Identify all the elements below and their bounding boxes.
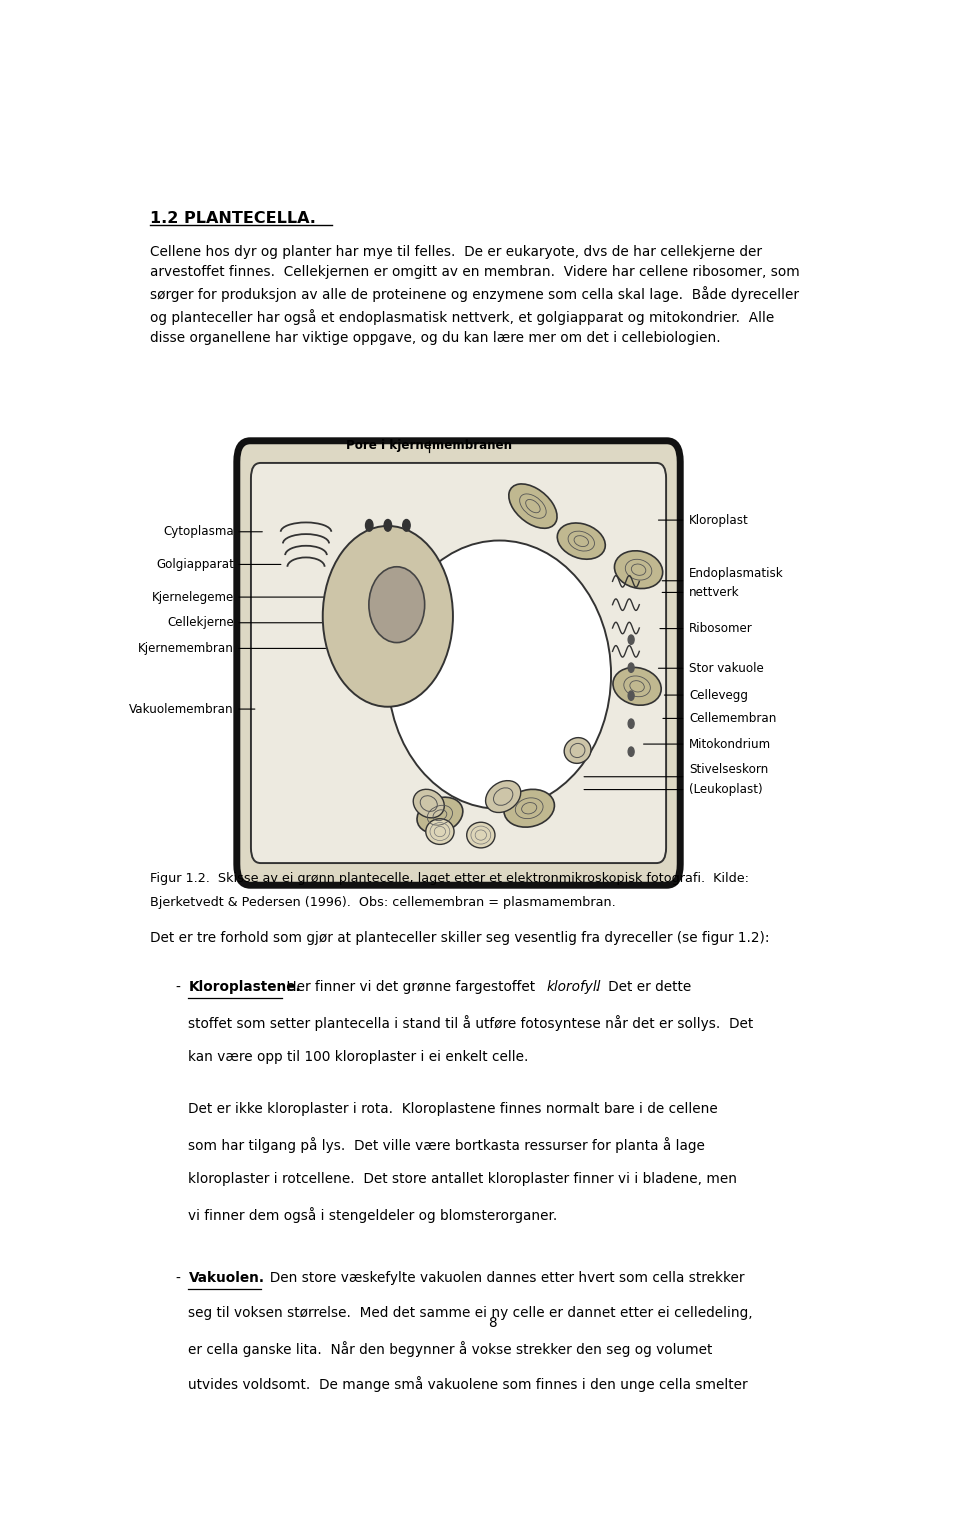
Text: som har tilgang på lys.  Det ville være bortkasta ressurser for planta å lage: som har tilgang på lys. Det ville være b… [188,1138,706,1153]
Ellipse shape [564,738,591,764]
Ellipse shape [509,483,557,529]
Circle shape [628,635,635,644]
Text: utvides voldsomt.  De mange små vakuolene som finnes i den unge cella smelter: utvides voldsomt. De mange små vakuolene… [188,1376,748,1392]
Ellipse shape [613,668,661,704]
Text: 8: 8 [488,1315,496,1330]
FancyBboxPatch shape [237,441,681,885]
Text: Mitokondrium: Mitokondrium [689,738,771,750]
Circle shape [628,747,635,756]
FancyBboxPatch shape [251,464,666,864]
Circle shape [384,520,392,532]
Text: Vakuolemembran: Vakuolemembran [130,703,234,715]
Ellipse shape [323,526,453,706]
Ellipse shape [369,567,424,642]
Text: stoffet som setter plantecella i stand til å utføre fotosyntese når det er solly: stoffet som setter plantecella i stand t… [188,1015,754,1030]
Text: .  Det er dette: . Det er dette [594,980,691,994]
Text: kloroplaster i rotcellene.  Det store antallet kloroplaster finner vi i bladene,: kloroplaster i rotcellene. Det store ant… [188,1173,737,1186]
Circle shape [628,664,635,673]
Text: 1.2 PLANTECELLA.: 1.2 PLANTECELLA. [150,211,316,226]
Ellipse shape [426,818,454,844]
Text: kan være opp til 100 kloroplaster i ei enkelt celle.: kan være opp til 100 kloroplaster i ei e… [188,1050,529,1064]
Text: Figur 1.2.  Skisse av ei grønn plantecelle, laget etter et elektronmikroskopisk : Figur 1.2. Skisse av ei grønn plantecell… [150,873,749,885]
Ellipse shape [558,523,605,559]
Text: Cellene hos dyr og planter har mye til felles.  De er eukaryote, dvs de har cell: Cellene hos dyr og planter har mye til f… [150,245,800,345]
Ellipse shape [417,797,463,833]
Circle shape [628,720,635,729]
Text: klorofyll: klorofyll [546,980,601,994]
Text: Kloroplast: Kloroplast [689,514,749,527]
Ellipse shape [504,789,555,827]
Text: Det er ikke kloroplaster i rota.  Kloroplastene finnes normalt bare i de cellene: Det er ikke kloroplaster i rota. Kloropl… [188,1103,718,1117]
Text: Kjernelegeme: Kjernelegeme [152,591,234,603]
Ellipse shape [486,780,520,812]
Text: Cytoplasma: Cytoplasma [163,526,234,538]
Text: Cellemembran: Cellemembran [689,712,777,724]
Text: Den store væskefylte vakuolen dannes etter hvert som cella strekker: Den store væskefylte vakuolen dannes ett… [261,1271,745,1285]
Text: vi finner dem også i stengeldeler og blomsterorganer.: vi finner dem også i stengeldeler og blo… [188,1207,558,1223]
Text: Golgiapparat: Golgiapparat [156,558,234,571]
Text: Stor vakuole: Stor vakuole [689,662,764,674]
Ellipse shape [614,551,662,588]
Ellipse shape [388,541,611,809]
Text: Bjerketvedt & Pedersen (1996).  Obs: cellemembran = plasmamembran.: Bjerketvedt & Pedersen (1996). Obs: cell… [150,895,615,909]
Circle shape [366,520,372,532]
Text: nettverk: nettverk [689,586,740,598]
Text: er cella ganske lita.  Når den begynner å vokse strekker den seg og volumet: er cella ganske lita. Når den begynner å… [188,1341,713,1357]
Text: Her finner vi det grønne fargestoffet: Her finner vi det grønne fargestoffet [282,980,540,994]
Text: Cellevegg: Cellevegg [689,689,748,701]
Text: Pore i kjernemembranen: Pore i kjernemembranen [346,439,512,453]
Text: Kjernemembran: Kjernemembran [138,642,234,654]
Text: Kloroplastene.: Kloroplastene. [188,980,301,994]
Circle shape [628,691,635,700]
Text: seg til voksen størrelse.  Med det samme ei ny celle er dannet etter ei celledel: seg til voksen størrelse. Med det samme … [188,1306,753,1321]
Text: -: - [176,1271,185,1285]
Text: Det er tre forhold som gjør at planteceller skiller seg vesentlig fra dyreceller: Det er tre forhold som gjør at plantecel… [150,930,769,945]
Text: (Leukoplast): (Leukoplast) [689,783,763,795]
Text: Vakuolen.: Vakuolen. [188,1271,264,1285]
Ellipse shape [467,823,495,848]
Text: Endoplasmatisk: Endoplasmatisk [689,567,784,580]
Circle shape [403,520,410,532]
Text: Stivelseskorn: Stivelseskorn [689,764,768,776]
Text: Ribosomer: Ribosomer [689,623,753,635]
Text: Cellekjerne: Cellekjerne [167,617,234,629]
Text: -: - [176,980,185,994]
Ellipse shape [413,789,444,818]
